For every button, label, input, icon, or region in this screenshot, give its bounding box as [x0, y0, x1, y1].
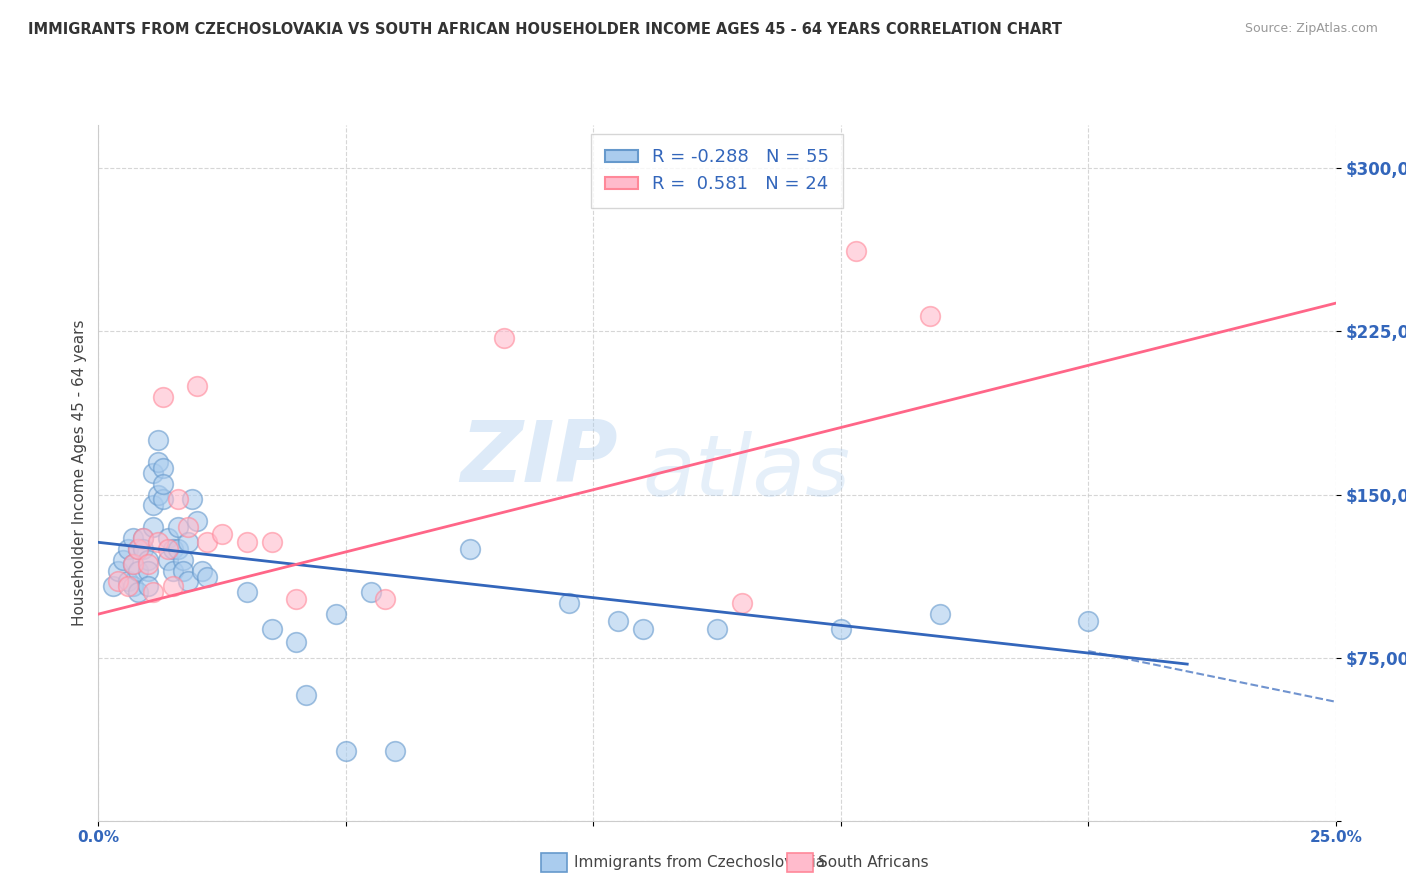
Point: [152, 476, 174, 491]
Point: [156, 541, 179, 556]
Text: Immigrants from Czechoslovakia: Immigrants from Czechoslovakia: [574, 855, 825, 870]
Point: [127, 541, 149, 556]
Point: [122, 531, 145, 545]
Point: [211, 526, 233, 541]
Point: [132, 531, 155, 545]
Point: [845, 244, 868, 258]
Point: [236, 585, 259, 599]
Text: ZIP: ZIP: [460, 417, 619, 500]
Point: [374, 591, 396, 606]
Point: [172, 552, 194, 567]
Point: [295, 688, 318, 702]
Point: [152, 461, 174, 475]
Point: [142, 520, 165, 534]
Point: [928, 607, 950, 621]
Point: [186, 378, 208, 392]
Point: [136, 557, 159, 571]
Point: [166, 541, 188, 556]
Point: [136, 579, 159, 593]
Y-axis label: Householder Income Ages 45 - 64 years: Householder Income Ages 45 - 64 years: [72, 319, 87, 626]
Point: [132, 531, 155, 545]
Legend: R = -0.288   N = 55, R =  0.581   N = 24: R = -0.288 N = 55, R = 0.581 N = 24: [591, 134, 844, 208]
Point: [186, 514, 208, 528]
Point: [152, 491, 174, 506]
Point: [166, 491, 188, 506]
Point: [132, 541, 155, 556]
Point: [112, 552, 135, 567]
Point: [830, 623, 852, 637]
Point: [136, 564, 159, 578]
Point: [117, 541, 139, 556]
Point: [107, 564, 129, 578]
Point: [127, 585, 149, 599]
Point: [195, 570, 218, 584]
Point: [176, 574, 198, 589]
Point: [335, 744, 357, 758]
Point: [142, 466, 165, 480]
Point: [236, 535, 259, 549]
Point: [176, 535, 198, 549]
Point: [918, 310, 941, 324]
Text: Source: ZipAtlas.com: Source: ZipAtlas.com: [1244, 22, 1378, 36]
Text: South Africans: South Africans: [818, 855, 929, 870]
Point: [325, 607, 347, 621]
Point: [607, 614, 630, 628]
Point: [122, 579, 145, 593]
Point: [181, 491, 204, 506]
Point: [127, 564, 149, 578]
Point: [117, 579, 139, 593]
Point: [360, 585, 382, 599]
Point: [156, 531, 179, 545]
Point: [494, 331, 516, 345]
Point: [122, 557, 145, 571]
Point: [285, 591, 308, 606]
Point: [172, 564, 194, 578]
Point: [176, 520, 198, 534]
Point: [384, 744, 406, 758]
Point: [127, 541, 149, 556]
Point: [557, 596, 579, 610]
Point: [146, 535, 169, 549]
Point: [117, 574, 139, 589]
Point: [146, 487, 169, 501]
Point: [260, 623, 283, 637]
Point: [136, 552, 159, 567]
Point: [458, 541, 481, 556]
Point: [107, 574, 129, 589]
Point: [152, 390, 174, 404]
Point: [146, 455, 169, 469]
Point: [706, 623, 728, 637]
Point: [166, 520, 188, 534]
Point: [162, 579, 184, 593]
Point: [1077, 614, 1099, 628]
Point: [731, 596, 754, 610]
Point: [260, 535, 283, 549]
Point: [191, 564, 214, 578]
Point: [162, 564, 184, 578]
Point: [122, 557, 145, 571]
Point: [285, 635, 308, 649]
Point: [156, 552, 179, 567]
Point: [142, 585, 165, 599]
Text: IMMIGRANTS FROM CZECHOSLOVAKIA VS SOUTH AFRICAN HOUSEHOLDER INCOME AGES 45 - 64 : IMMIGRANTS FROM CZECHOSLOVAKIA VS SOUTH …: [28, 22, 1062, 37]
Point: [631, 623, 654, 637]
Point: [195, 535, 218, 549]
Point: [162, 541, 184, 556]
Text: atlas: atlas: [643, 431, 851, 515]
Point: [142, 499, 165, 513]
Point: [103, 579, 125, 593]
Point: [146, 433, 169, 447]
